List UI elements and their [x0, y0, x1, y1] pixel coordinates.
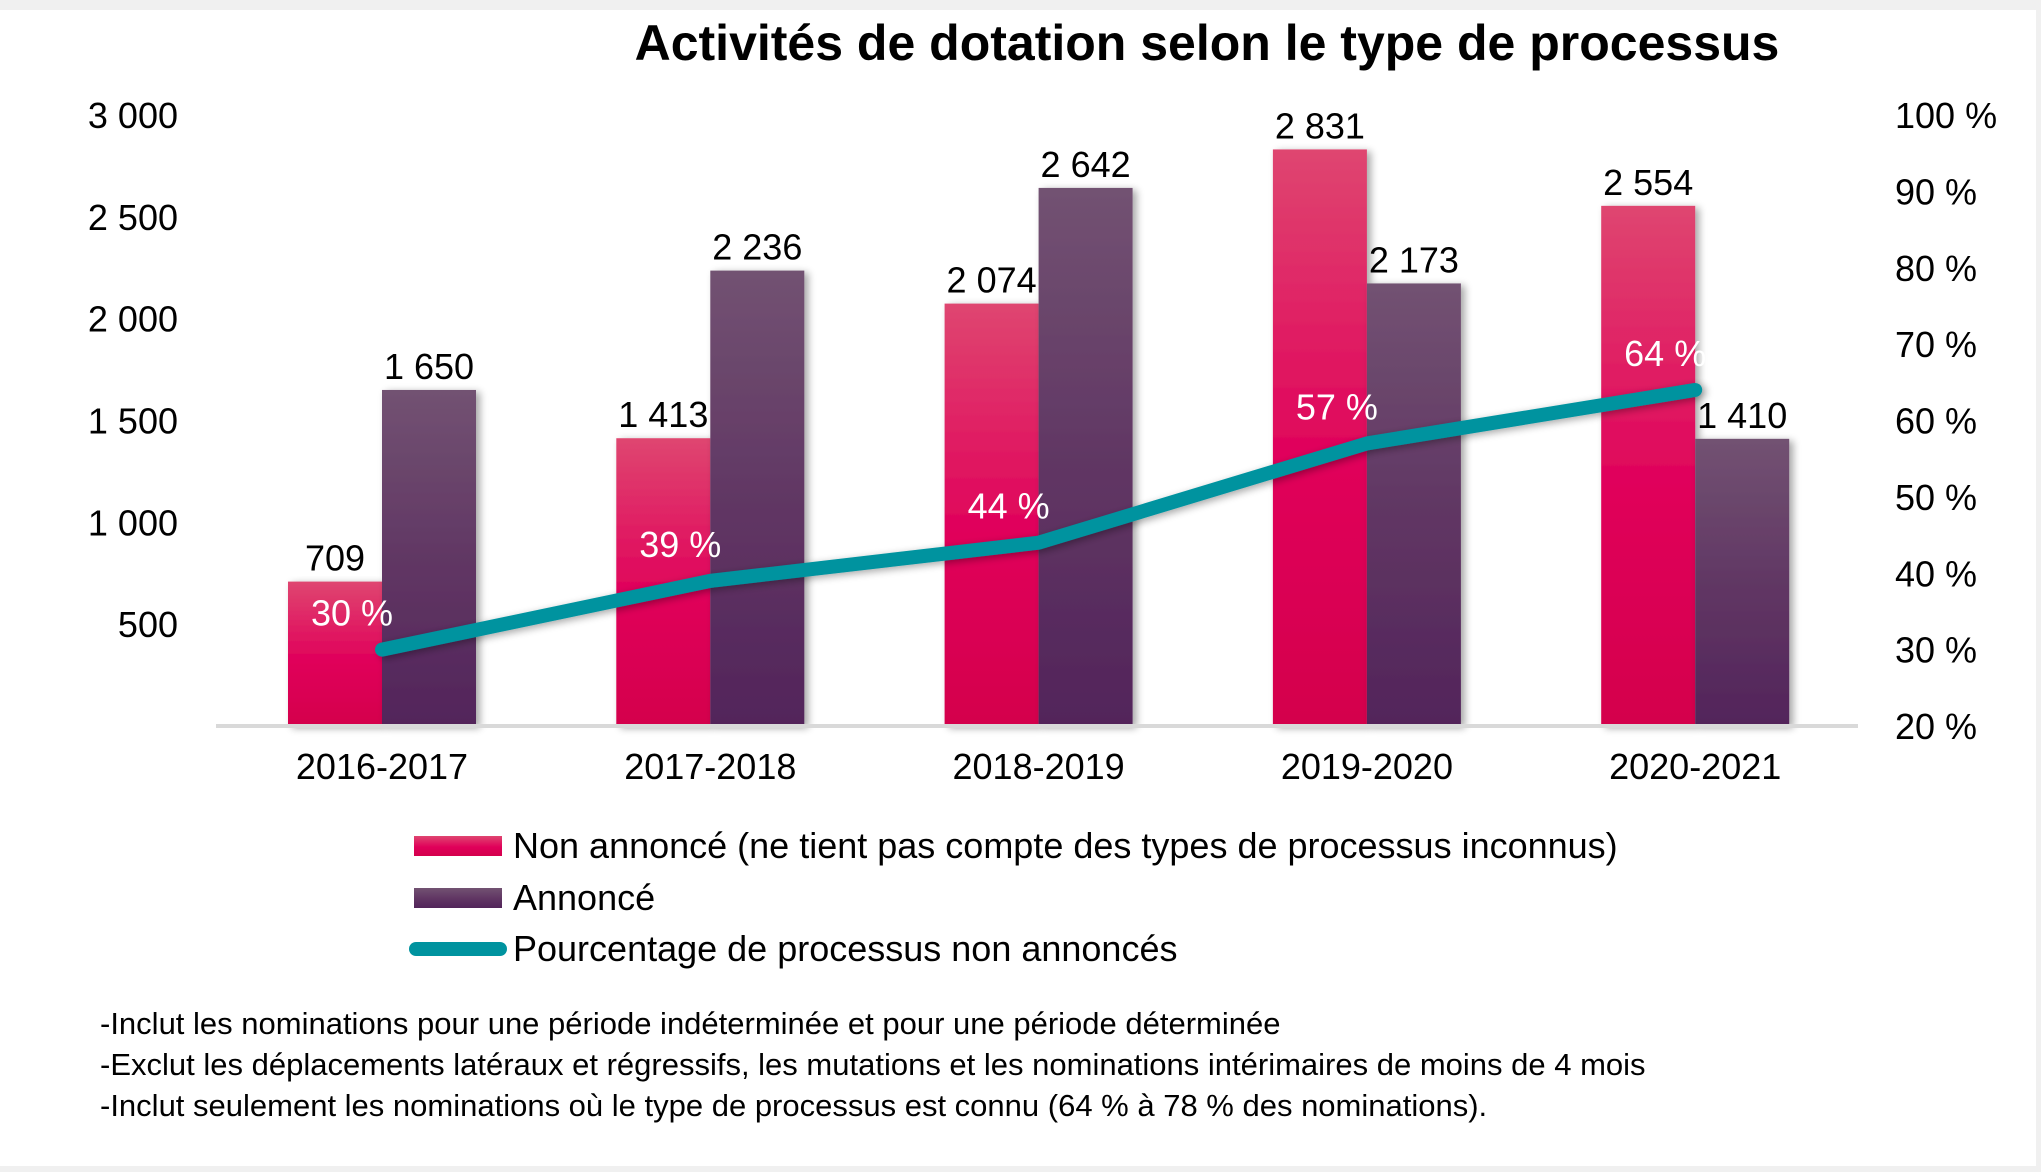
x-tick-label: 2019-2020	[1281, 746, 1453, 787]
legend-item-non-annonce[interactable]: Non annoncé (ne tient pas compte des typ…	[414, 825, 1618, 866]
left-tick-label: 1 500	[88, 401, 178, 442]
legend-swatch-non-annonce	[414, 836, 502, 856]
data-label-annonce: 1 410	[1697, 395, 1787, 436]
footnote-1: -Inclut les nominations pour une période…	[100, 1006, 1280, 1041]
right-tick-label: 40 %	[1895, 553, 1977, 594]
chart-panel: Activités de dotation selon le type de p…	[0, 10, 2036, 1166]
data-label-non-annonce: 1 413	[618, 394, 708, 435]
footnote-3: -Inclut seulement les nominations où le …	[100, 1088, 1487, 1123]
right-tick-label: 30 %	[1895, 630, 1977, 671]
right-tick-label: 100 %	[1895, 95, 1997, 136]
bar-annonce	[1695, 438, 1790, 726]
x-axis-labels: 2016-2017 2017-2018 2018-2019 2019-2020 2020…	[296, 746, 1781, 787]
right-tick-label: 90 %	[1895, 171, 1977, 212]
bar-annonce	[1366, 283, 1461, 726]
data-label-non-annonce: 709	[305, 538, 365, 579]
left-tick-label: 2 000	[88, 299, 178, 340]
legend-swatch-annonce	[414, 888, 502, 908]
right-tick-label: 50 %	[1895, 477, 1977, 518]
bar-annonce	[382, 389, 476, 726]
left-axis: 500 1 000 1 500 2 000 2 500 3 000	[88, 95, 178, 645]
data-label-annonce: 1 650	[384, 346, 474, 387]
bar-non-annonce	[288, 581, 382, 726]
right-axis: 20 % 30 % 40 % 50 % 60 % 70 % 80 % 90 % 100 %	[1895, 95, 1997, 747]
legend-label-annonce: Annoncé	[513, 877, 655, 918]
data-label-non-annonce: 2 831	[1275, 105, 1365, 146]
legend-label-pourcentage: Pourcentage de processus non annoncés	[513, 928, 1177, 969]
data-label-annonce: 2 236	[712, 227, 802, 268]
footnotes: -Inclut les nominations pour une période…	[100, 1006, 1646, 1123]
data-label-pourcentage: 44 %	[968, 486, 1050, 527]
x-tick-label: 2018-2019	[953, 746, 1125, 787]
data-label-annonce: 2 642	[1041, 144, 1131, 185]
percentage-line	[375, 382, 1703, 657]
footnote-2: -Exclut les déplacements latéraux et rég…	[100, 1047, 1646, 1082]
bar-non-annonce	[944, 303, 1039, 726]
left-tick-label: 1 000	[88, 502, 178, 543]
right-tick-label: 70 %	[1895, 324, 1977, 365]
data-label-pourcentage: 39 %	[639, 524, 721, 565]
right-tick-label: 80 %	[1895, 248, 1977, 289]
bar-annonce	[710, 270, 805, 726]
bar-non-annonce	[1272, 149, 1367, 726]
left-tick-label: 500	[118, 604, 178, 645]
x-tick-label: 2020-2021	[1609, 746, 1781, 787]
right-tick-label: 60 %	[1895, 401, 1977, 442]
x-tick-label: 2016-2017	[296, 746, 468, 787]
legend-item-annonce[interactable]: Annoncé	[414, 877, 655, 918]
data-label-pourcentage: 57 %	[1296, 386, 1378, 427]
data-label-pourcentage: 64 %	[1624, 333, 1706, 374]
legend: Non annoncé (ne tient pas compte des typ…	[409, 825, 1618, 969]
bar-non-annonce	[1601, 205, 1696, 726]
data-label-non-annonce: 2 074	[947, 260, 1037, 301]
x-tick-label: 2017-2018	[624, 746, 796, 787]
left-tick-label: 2 500	[88, 197, 178, 238]
legend-label-non-annonce: Non annoncé (ne tient pas compte des typ…	[513, 825, 1618, 866]
data-label-non-annonce: 2 554	[1603, 162, 1693, 203]
left-tick-label: 3 000	[88, 95, 178, 136]
bar-annonce	[1038, 187, 1133, 727]
bars	[288, 149, 1790, 727]
data-label-annonce: 2 173	[1369, 239, 1459, 280]
chart-title: Activités de dotation selon le type de p…	[635, 15, 1780, 71]
legend-item-pourcentage[interactable]: Pourcentage de processus non annoncés	[409, 928, 1177, 969]
data-labels: 709 1 650 1 413 2 236 2 074 2 642 2 831 2 173 2 …	[305, 105, 1787, 633]
right-tick-label: 20 %	[1895, 706, 1977, 747]
combo-chart: Activités de dotation selon le type de p…	[88, 15, 1997, 1123]
data-label-pourcentage: 30 %	[311, 593, 393, 634]
